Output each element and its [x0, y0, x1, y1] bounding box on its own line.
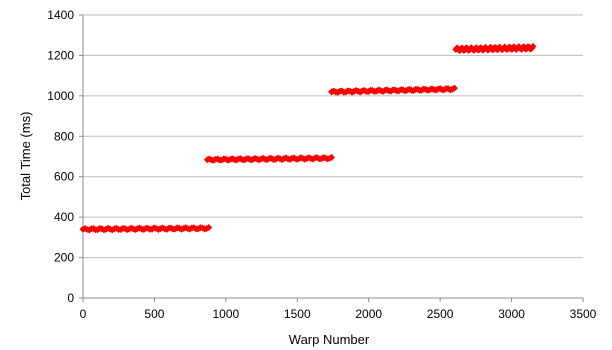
y-tick-label: 1200: [47, 48, 74, 62]
data-point: [450, 84, 458, 92]
x-tick-label: 3500: [570, 307, 597, 321]
x-tick-labels: 0 500 1000 1500 2000 2500 3000 3500: [80, 307, 597, 321]
x-tick-label: 0: [80, 307, 87, 321]
y-axis-title: Total Time (ms): [18, 112, 33, 201]
gridlines: [83, 14, 583, 299]
data-points: [79, 42, 537, 234]
x-axis-title: Warp Number: [289, 332, 370, 347]
data-point: [328, 153, 336, 161]
y-tick-label: 1400: [47, 8, 74, 22]
x-tick-label: 1000: [213, 307, 240, 321]
y-tick-labels: 0 200 400 600 800 1000 1200 1400: [47, 8, 74, 305]
x-tick-label: 2000: [355, 307, 382, 321]
x-tick-label: 2500: [427, 307, 454, 321]
y-tick-label: 200: [54, 251, 74, 265]
data-point: [529, 42, 537, 50]
y-tick-label: 800: [54, 129, 74, 143]
x-tick-label: 3000: [498, 307, 525, 321]
y-tick-label: 400: [54, 210, 74, 224]
y-tick-label: 600: [54, 170, 74, 184]
axes: [79, 14, 584, 302]
x-tick-label: 500: [144, 307, 164, 321]
y-tick-label: 0: [67, 291, 74, 305]
data-point: [205, 223, 213, 231]
y-tick-label: 1000: [47, 89, 74, 103]
x-tick-label: 1500: [284, 307, 311, 321]
